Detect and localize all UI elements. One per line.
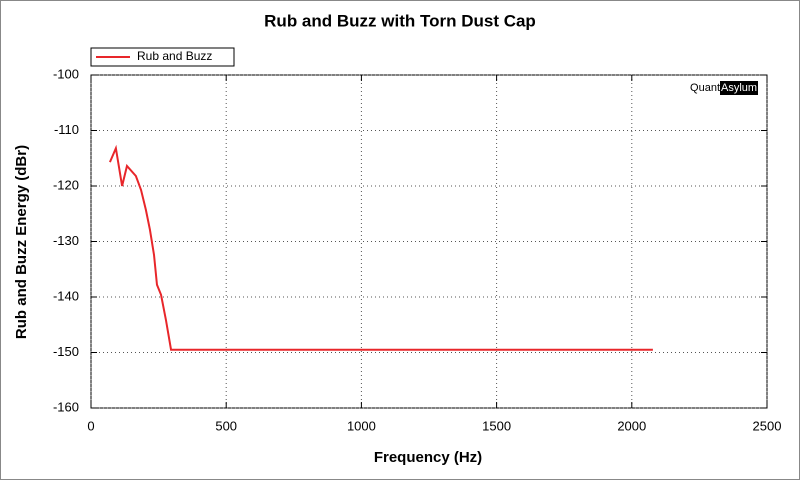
- y-tick-label: -160: [53, 399, 79, 414]
- x-axis-label: Frequency (Hz): [374, 449, 482, 466]
- data-line: [109, 144, 653, 351]
- y-tick-label: -120: [53, 177, 79, 192]
- watermark: Quant: [690, 82, 720, 94]
- x-tick-label: 500: [215, 418, 237, 433]
- x-tick-label: 2500: [753, 418, 782, 433]
- x-tick-label: 1500: [482, 418, 511, 433]
- y-tick-label: -130: [53, 233, 79, 248]
- y-axis-label: Rub and Buzz Energy (dBr): [13, 145, 30, 339]
- x-tick-label: 2000: [617, 418, 646, 433]
- y-tick-label: -150: [53, 344, 79, 359]
- watermark-bg: [720, 81, 758, 95]
- x-tick-label: 1000: [347, 418, 376, 433]
- watermark: Asylum: [721, 82, 757, 94]
- y-tick-label: -110: [54, 122, 79, 137]
- legend-box: [90, 47, 235, 67]
- y-tick-label: -140: [53, 288, 79, 303]
- legend-label: Rub and Buzz: [137, 49, 212, 63]
- chart-title: Rub and Buzz with Torn Dust Cap: [264, 11, 536, 30]
- y-tick-label: -100: [53, 66, 79, 81]
- plot-area: [90, 74, 768, 409]
- x-tick-label: 0: [87, 418, 94, 433]
